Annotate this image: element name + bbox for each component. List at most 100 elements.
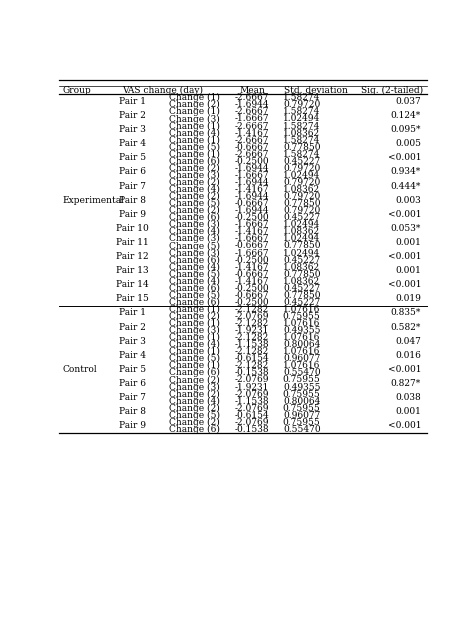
Text: 0.005: 0.005	[395, 139, 421, 148]
Text: Change (3): Change (3)	[169, 220, 220, 230]
Text: -0.1538: -0.1538	[235, 368, 269, 378]
Text: 1.02494: 1.02494	[283, 115, 320, 123]
Text: Change (2): Change (2)	[169, 100, 220, 110]
Text: Group: Group	[63, 86, 91, 95]
Text: Change (3): Change (3)	[169, 235, 220, 243]
Text: -0.6667: -0.6667	[235, 270, 269, 279]
Text: -1.1538: -1.1538	[235, 397, 269, 405]
Text: <0.001: <0.001	[388, 365, 421, 374]
Text: 0.77850: 0.77850	[283, 143, 320, 152]
Text: -0.6667: -0.6667	[235, 291, 269, 300]
Text: -2.1282: -2.1282	[235, 319, 269, 328]
Text: Change (1): Change (1)	[169, 333, 220, 342]
Text: 0.053*: 0.053*	[391, 224, 421, 233]
Text: 1.58274: 1.58274	[283, 93, 320, 102]
Text: Change (2): Change (2)	[169, 376, 220, 384]
Text: Pair 1: Pair 1	[119, 97, 146, 106]
Text: -0.6667: -0.6667	[235, 241, 269, 251]
Text: -1.4167: -1.4167	[235, 277, 269, 286]
Text: 1.58274: 1.58274	[283, 121, 320, 131]
Text: 0.96077: 0.96077	[283, 354, 320, 363]
Text: -2.6667: -2.6667	[235, 150, 269, 158]
Text: 1.07616: 1.07616	[283, 361, 320, 370]
Text: 1.07616: 1.07616	[283, 319, 320, 328]
Text: 0.75955: 0.75955	[283, 404, 320, 413]
Text: Change (5): Change (5)	[169, 142, 220, 152]
Text: -0.6154: -0.6154	[235, 354, 270, 363]
Text: 1.02494: 1.02494	[283, 248, 320, 258]
Text: Change (4): Change (4)	[169, 185, 220, 194]
Text: 0.003: 0.003	[395, 196, 421, 205]
Text: 1.08362: 1.08362	[283, 185, 320, 194]
Text: 0.75955: 0.75955	[283, 312, 320, 321]
Text: Pair 3: Pair 3	[119, 337, 146, 345]
Text: 0.49355: 0.49355	[283, 326, 320, 335]
Text: 1.58274: 1.58274	[283, 136, 320, 145]
Text: 1.02494: 1.02494	[283, 171, 320, 180]
Text: Change (4): Change (4)	[169, 129, 220, 137]
Text: -1.6944: -1.6944	[235, 192, 269, 201]
Text: 0.047: 0.047	[395, 337, 421, 345]
Text: 0.45227: 0.45227	[283, 157, 320, 166]
Text: 0.79720: 0.79720	[283, 178, 320, 187]
Text: Change (4): Change (4)	[169, 340, 220, 349]
Text: 0.75955: 0.75955	[283, 376, 320, 384]
Text: Std. deviation: Std. deviation	[284, 86, 348, 95]
Text: Change (2): Change (2)	[169, 206, 220, 215]
Text: 1.08362: 1.08362	[283, 129, 320, 137]
Text: 0.45227: 0.45227	[283, 256, 320, 264]
Text: Pair 9: Pair 9	[119, 210, 146, 219]
Text: 1.02494: 1.02494	[283, 235, 320, 243]
Text: -2.0769: -2.0769	[235, 376, 269, 384]
Text: Change (5): Change (5)	[169, 241, 220, 251]
Text: -2.0769: -2.0769	[235, 418, 269, 427]
Text: 0.79720: 0.79720	[283, 164, 320, 173]
Text: 0.49355: 0.49355	[283, 383, 320, 392]
Text: Change (1): Change (1)	[169, 305, 220, 314]
Text: 0.80064: 0.80064	[283, 340, 320, 349]
Text: Change (1): Change (1)	[169, 93, 220, 102]
Text: -2.6667: -2.6667	[235, 108, 269, 116]
Text: Change (5): Change (5)	[169, 354, 220, 363]
Text: 0.77850: 0.77850	[283, 241, 320, 251]
Text: Change (1): Change (1)	[169, 107, 220, 116]
Text: Pair 4: Pair 4	[119, 139, 146, 148]
Text: 0.037: 0.037	[395, 97, 421, 106]
Text: Change (2): Change (2)	[169, 192, 220, 201]
Text: Change (3): Change (3)	[169, 115, 220, 124]
Text: Change (6): Change (6)	[169, 256, 220, 265]
Text: -1.9231: -1.9231	[235, 383, 269, 392]
Text: 1.08362: 1.08362	[283, 227, 320, 236]
Text: Pair 7: Pair 7	[119, 393, 146, 402]
Text: -2.6667: -2.6667	[235, 93, 269, 102]
Text: -0.2500: -0.2500	[235, 214, 269, 222]
Text: 0.038: 0.038	[395, 393, 421, 402]
Text: -1.1538: -1.1538	[235, 340, 269, 349]
Text: 0.77850: 0.77850	[283, 291, 320, 300]
Text: -0.6667: -0.6667	[235, 143, 269, 152]
Text: -2.6667: -2.6667	[235, 121, 269, 131]
Text: Pair 15: Pair 15	[116, 295, 149, 303]
Text: <0.001: <0.001	[388, 422, 421, 430]
Text: Change (1): Change (1)	[169, 121, 220, 131]
Text: Change (3): Change (3)	[169, 383, 220, 392]
Text: Change (1): Change (1)	[169, 319, 220, 328]
Text: Control: Control	[63, 365, 98, 374]
Text: 1.08362: 1.08362	[283, 277, 320, 286]
Text: -0.2500: -0.2500	[235, 256, 269, 264]
Text: 0.019: 0.019	[395, 295, 421, 303]
Text: Pair 2: Pair 2	[119, 111, 146, 120]
Text: -1.9231: -1.9231	[235, 326, 269, 335]
Text: Mean: Mean	[239, 86, 265, 95]
Text: 0.45227: 0.45227	[283, 284, 320, 293]
Text: Change (4): Change (4)	[169, 227, 220, 236]
Text: -0.6667: -0.6667	[235, 199, 269, 208]
Text: 1.07616: 1.07616	[283, 333, 320, 342]
Text: 0.77850: 0.77850	[283, 270, 320, 279]
Text: 0.835*: 0.835*	[391, 308, 421, 318]
Text: Experimental: Experimental	[63, 196, 125, 205]
Text: Pair 5: Pair 5	[119, 154, 146, 162]
Text: -1.6944: -1.6944	[235, 178, 269, 187]
Text: -1.6944: -1.6944	[235, 164, 269, 173]
Text: -1.6667: -1.6667	[235, 220, 269, 229]
